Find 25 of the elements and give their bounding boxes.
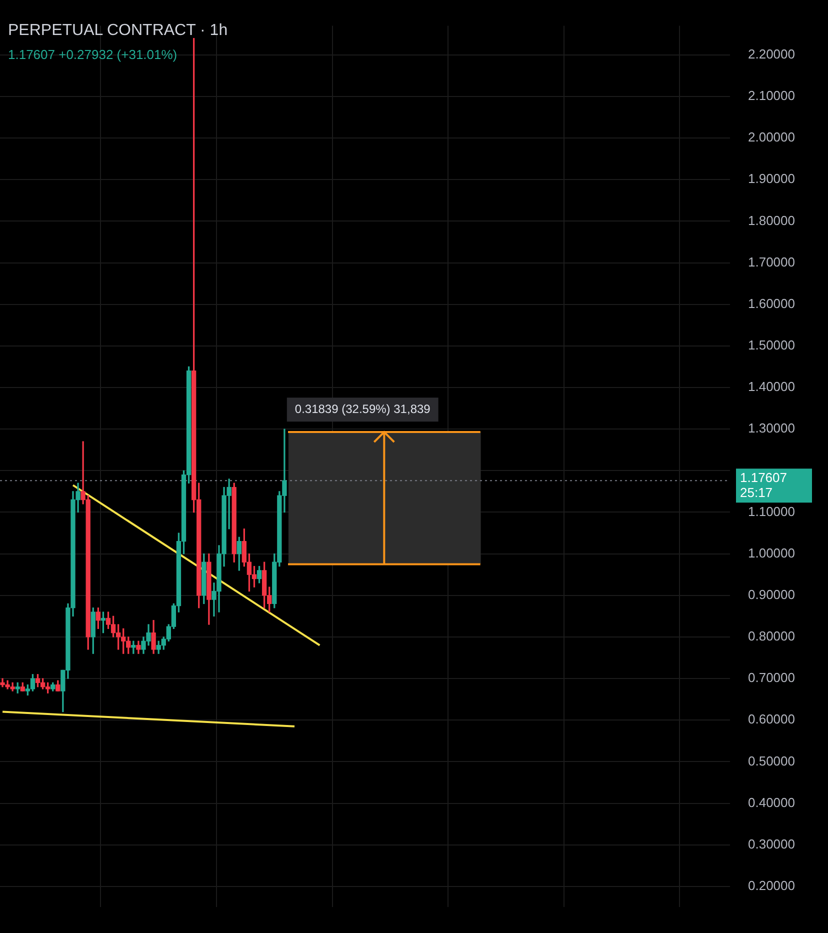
y-tick-label: 2.10000 xyxy=(748,88,795,104)
y-tick-label: 0.20000 xyxy=(748,878,795,893)
y-tick-label: 1.30000 xyxy=(748,420,795,436)
y-tick-label: 2.00000 xyxy=(748,130,795,145)
y-tick-label: 0.80000 xyxy=(748,628,795,644)
y-tick-label: 0.50000 xyxy=(748,753,795,768)
y-tick-label: 1.80000 xyxy=(748,212,795,228)
y-tick-label: 1.10000 xyxy=(748,504,795,519)
y-tick-label: 0.60000 xyxy=(748,712,795,727)
y-tick-label: 2.20000 xyxy=(748,46,795,62)
text: 25:17 xyxy=(740,485,773,500)
y-tick-label: 1.40000 xyxy=(748,379,795,394)
y-tick-label: 1.60000 xyxy=(748,296,795,311)
y-tick-label: 0.70000 xyxy=(748,670,795,686)
y-tick-label: 0.40000 xyxy=(748,794,795,810)
annotation: 0.31839 (32.59%) 31,839 xyxy=(294,402,431,416)
y-tick-label: 1.90000 xyxy=(748,171,795,186)
chart-title: PERPETUAL CONTRACT · 1h xyxy=(8,22,228,40)
y-tick-label: 1.70000 xyxy=(748,254,795,270)
y-tick-label: 1.50000 xyxy=(748,338,795,353)
y-tick-label: 0.90000 xyxy=(748,586,795,602)
y-tick-label: 1.00000 xyxy=(748,545,795,560)
ref-line-label: 1.17607 xyxy=(740,470,787,486)
annotation: 1.17607 +0.27932 (+31.01%) xyxy=(8,47,178,62)
y-tick-label: 0.30000 xyxy=(748,836,795,852)
